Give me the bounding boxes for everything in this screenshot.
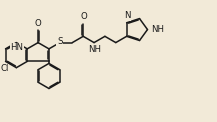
- Text: NH: NH: [89, 45, 102, 54]
- Text: O: O: [80, 12, 87, 21]
- Text: N: N: [124, 11, 130, 20]
- Text: Cl: Cl: [0, 64, 9, 73]
- Text: S: S: [57, 37, 62, 46]
- Text: HN: HN: [11, 43, 24, 52]
- Text: O: O: [35, 19, 41, 28]
- Text: NH: NH: [151, 25, 164, 34]
